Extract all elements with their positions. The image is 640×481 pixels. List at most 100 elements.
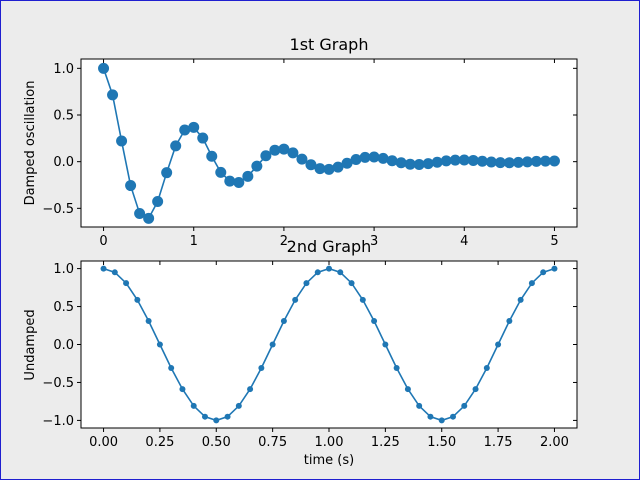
data-point [98, 62, 110, 74]
data-point [371, 318, 378, 325]
data-point [326, 265, 332, 272]
data-point [224, 175, 236, 187]
x-tick-label: 5 [550, 234, 558, 249]
x-tick-label: 0.00 [89, 435, 118, 450]
data-point [179, 124, 191, 136]
y-tick-label: 0.5 [53, 300, 74, 315]
data-point [348, 280, 355, 287]
data-point [476, 155, 488, 167]
data-point [382, 341, 389, 348]
undamped-plot: 0.00 0.25 0.50 0.75 1.00 1.25 1.50 1.75 2.001.00… [23, 237, 578, 468]
y-tick-label: 0.0 [53, 338, 74, 353]
data-point [359, 296, 366, 303]
x-tick-label: 1 [190, 234, 198, 249]
data-point [368, 151, 380, 163]
plot-frame [80, 260, 578, 429]
data-point [143, 212, 155, 224]
data-point [431, 156, 443, 168]
x-tick-label: 0.25 [145, 435, 174, 450]
data-point [422, 158, 434, 170]
y-tick-label: 0.0 [53, 155, 74, 170]
data-point [161, 167, 173, 179]
data-point [134, 207, 146, 219]
x-tick-label: 1.50 [427, 435, 456, 450]
data-point [224, 413, 231, 420]
data-point [206, 150, 218, 162]
data-point [438, 417, 445, 424]
data-point [386, 155, 398, 167]
data-point [125, 180, 137, 192]
data-point [269, 341, 276, 348]
data-point [116, 135, 128, 147]
chart-title: 2nd Graph [287, 237, 372, 256]
data-point [123, 280, 130, 287]
data-point [314, 269, 321, 276]
damped-oscillation-plot: 0 1 2 3 4 5 1.0 0.5 0.0 −0.5 1st Graph Damped oscil… [23, 35, 578, 249]
data-point [190, 402, 197, 409]
data-point [134, 296, 141, 303]
chart-title: 1st Graph [290, 35, 369, 54]
data-point [170, 140, 182, 152]
data-point [393, 364, 400, 371]
data-point [377, 152, 389, 164]
data-point [296, 153, 308, 165]
data-point [197, 132, 209, 144]
x-tick-label: 0 [99, 234, 107, 249]
data-point [145, 318, 152, 325]
data-point [107, 89, 119, 101]
data-point [179, 386, 186, 393]
data-point [337, 269, 344, 276]
y-tick-label: 1.0 [53, 62, 74, 77]
data-point [416, 402, 423, 409]
data-point [528, 280, 535, 287]
data-point [521, 156, 533, 168]
x-tick-label: 4 [460, 234, 468, 249]
data-point [314, 163, 326, 175]
data-point [551, 265, 558, 272]
x-tick-label: 3 [370, 234, 378, 249]
data-point [156, 341, 163, 348]
data-point [530, 155, 542, 167]
y-axis-label: Undamped [23, 309, 38, 380]
y-axis-label: Damped oscillation [23, 81, 38, 206]
data-point [292, 296, 299, 303]
data-point [247, 386, 254, 393]
data-point [233, 176, 245, 188]
data-point [242, 170, 254, 182]
data-point [258, 364, 265, 371]
data-point [332, 161, 344, 173]
data-point [215, 166, 227, 178]
data-point [111, 269, 118, 276]
data-point [168, 364, 175, 371]
data-point [404, 158, 416, 170]
y-tick-label: 1.0 [53, 262, 74, 277]
data-point [235, 402, 242, 409]
data-point [503, 157, 515, 169]
x-tick-label: 1.75 [484, 435, 513, 450]
data-point [512, 156, 524, 168]
data-point [467, 154, 479, 166]
data-point [548, 155, 560, 167]
data-point [323, 163, 335, 175]
x-tick-label: 0.50 [202, 435, 231, 450]
data-point [359, 151, 371, 163]
data-point [152, 196, 164, 208]
x-tick-label: 1.25 [371, 435, 400, 450]
data-point [494, 157, 506, 169]
x-axis-label: time (s) [304, 453, 354, 468]
data-point [350, 154, 362, 166]
data-point [461, 402, 468, 409]
data-point [395, 157, 407, 169]
data-point [449, 154, 461, 166]
data-point [506, 318, 513, 325]
data-point [287, 147, 299, 159]
data-point [303, 280, 310, 287]
data-point [472, 386, 479, 393]
data-point [517, 296, 524, 303]
data-point [413, 158, 425, 170]
data-point [495, 341, 502, 348]
y-tick-label: −0.5 [42, 202, 74, 217]
data-point [188, 121, 200, 133]
